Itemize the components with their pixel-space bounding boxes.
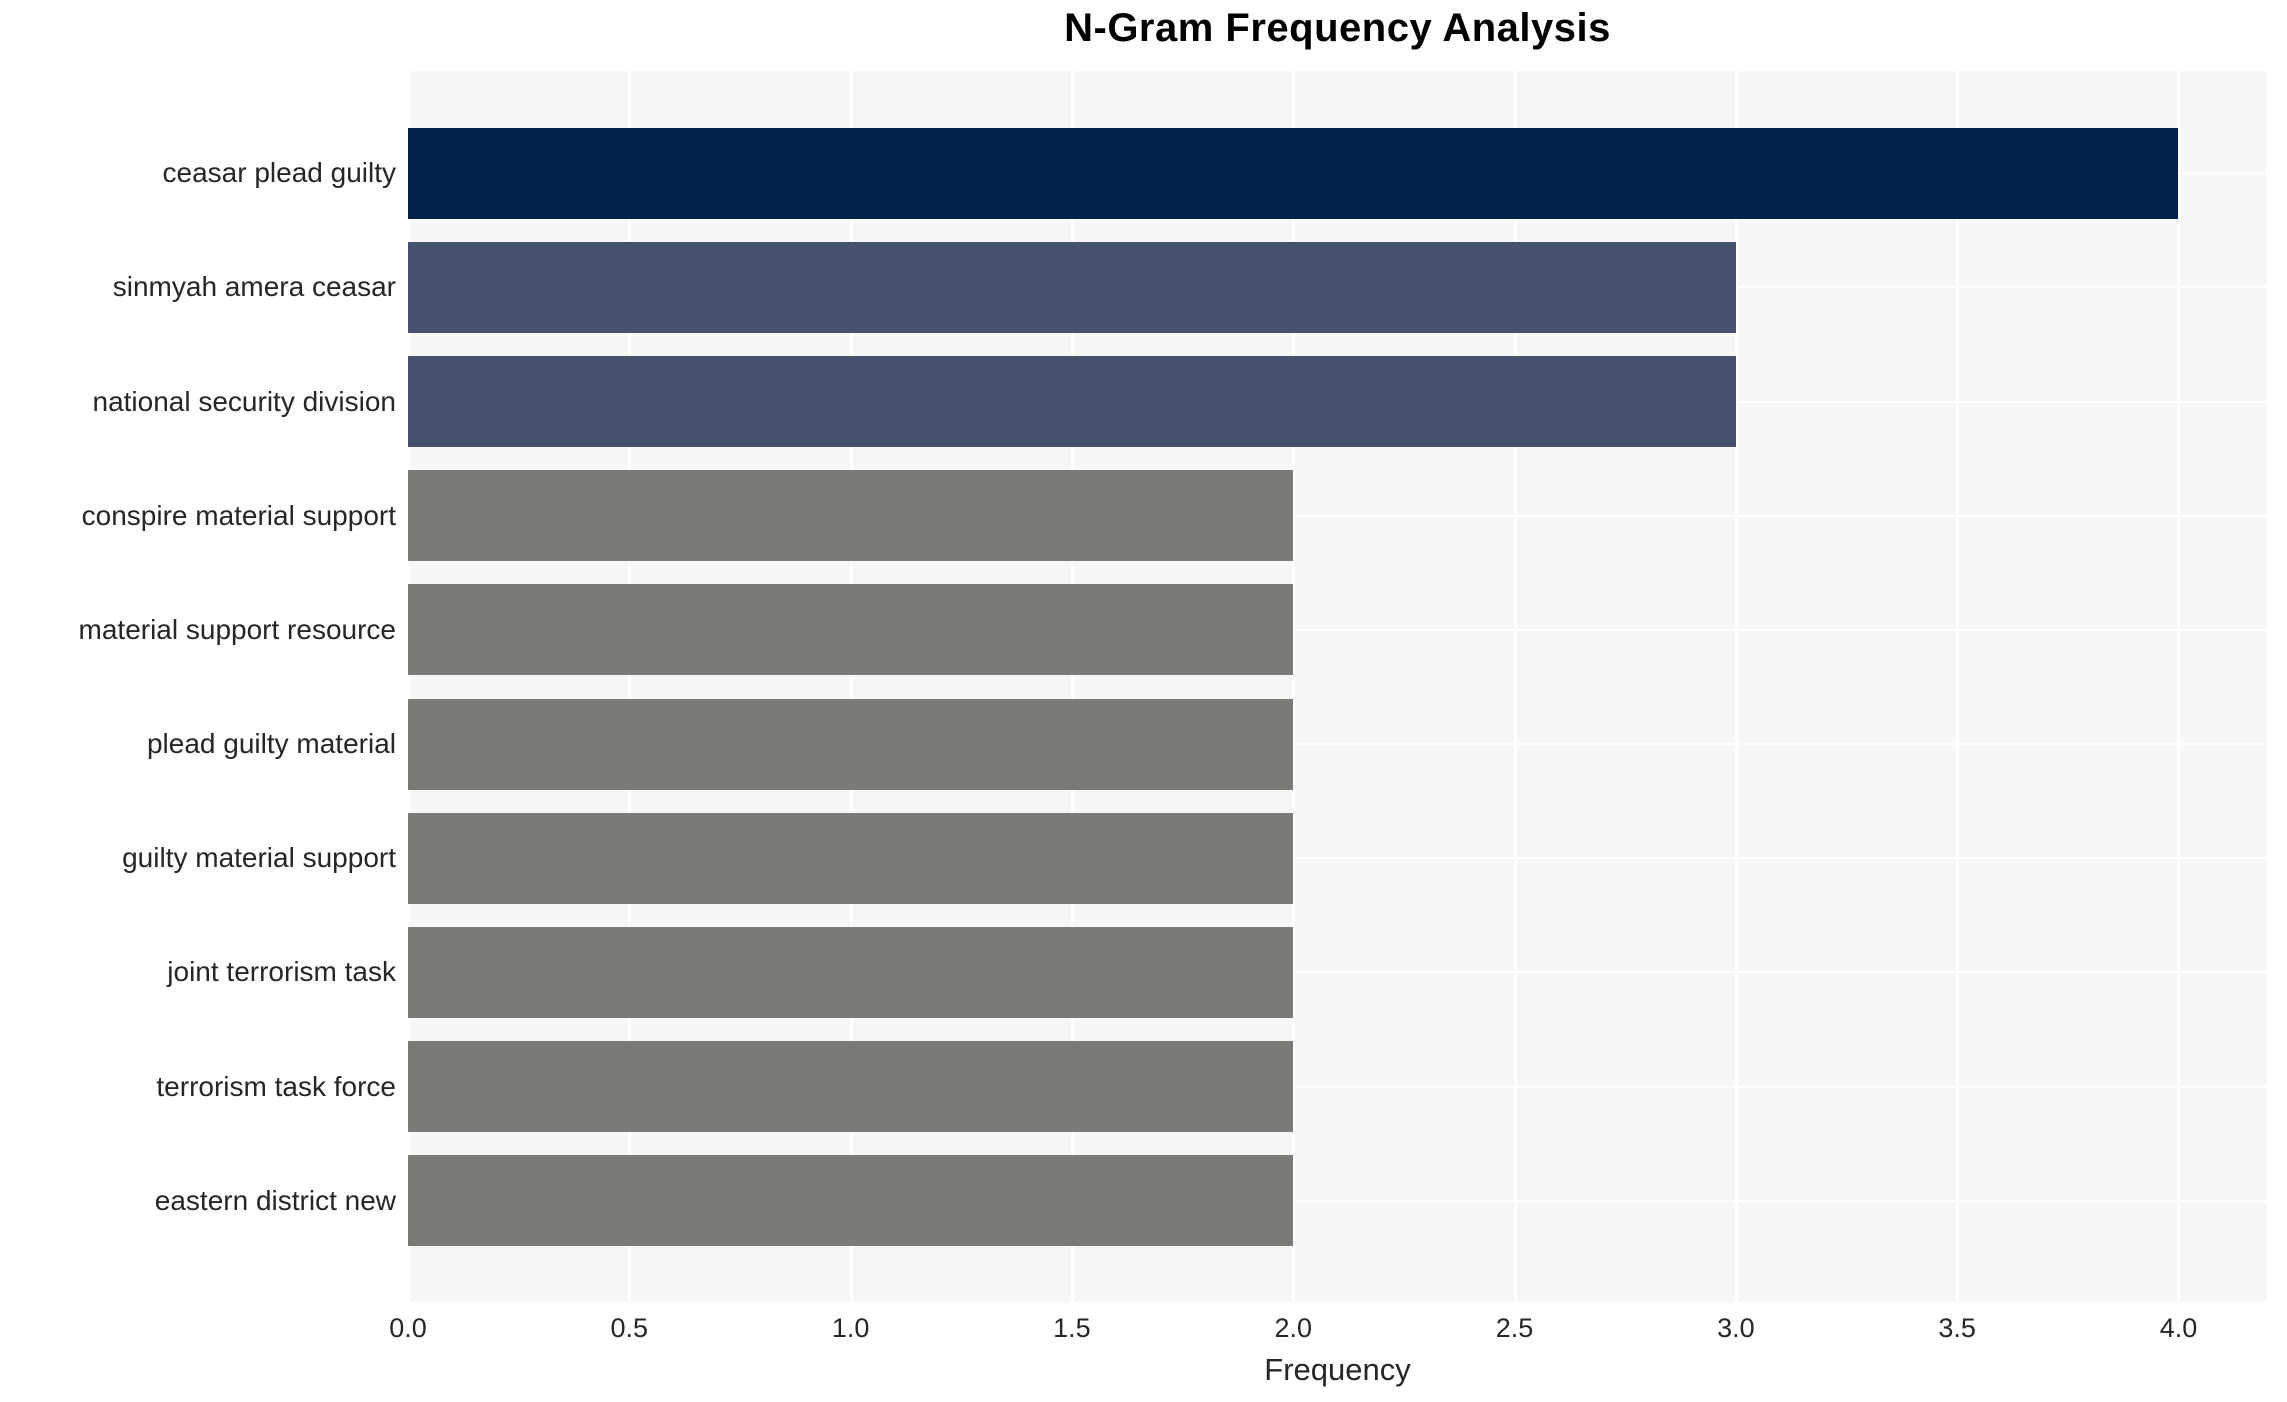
y-axis-label: joint terrorism task — [167, 956, 396, 988]
y-axis-label: national security division — [92, 385, 397, 417]
x-tick-label: 0.5 — [610, 1313, 649, 1343]
y-gridline — [408, 743, 2267, 746]
x-tick-label: 3.5 — [1938, 1313, 1976, 1343]
y-axis-label: eastern district new — [154, 1184, 396, 1216]
y-gridline — [408, 1085, 2267, 1088]
x-tick-label: 0.0 — [389, 1313, 427, 1343]
bar-row: sinmyah amera ceasar — [0, 230, 2287, 344]
bar-row: conspire material support — [0, 459, 2287, 573]
bar-row: terrorism task force — [0, 1030, 2287, 1144]
y-axis-label: sinmyah amera ceasar — [112, 271, 396, 303]
bar — [408, 812, 1294, 904]
x-tick-label: 2.5 — [1495, 1313, 1534, 1343]
bar — [408, 926, 1294, 1018]
x-tick-label: 1.0 — [831, 1313, 870, 1343]
y-axis-label: plead guilty material — [146, 728, 396, 760]
y-gridline — [408, 514, 2267, 517]
x-axis-ticks: 0.0 0.5 1.0 1.5 2.0 2.5 3.0 3.5 4.0 — [389, 1313, 2267, 1353]
bar-row: guilty material support — [0, 801, 2287, 915]
x-gridline — [1292, 71, 1296, 1302]
bar-row: eastern district new — [0, 1144, 2287, 1258]
bar — [408, 1155, 1294, 1247]
bar — [408, 584, 1294, 676]
x-gridline — [1734, 71, 1738, 1302]
y-gridline — [408, 971, 2267, 974]
bar-row: plead guilty material — [0, 687, 2287, 801]
x-axis-label: Frequency — [1264, 1352, 1411, 1387]
x-gridline — [1513, 71, 1517, 1302]
x-gridline — [628, 71, 632, 1302]
bar-row: national security division — [0, 344, 2287, 458]
x-gridline — [1070, 71, 1074, 1302]
bar-row: joint terrorism task — [0, 915, 2287, 1029]
y-axis-label: conspire material support — [81, 499, 396, 531]
bar — [408, 356, 1736, 448]
x-tick-label: 4.0 — [2159, 1313, 2198, 1343]
x-gridline — [2177, 71, 2181, 1302]
x-gridline — [849, 71, 853, 1302]
bar — [408, 698, 1294, 790]
x-tick-label: 1.5 — [1053, 1313, 1091, 1343]
x-gridline — [1956, 71, 1960, 1302]
chart-title: N-Gram Frequency Analysis — [1064, 6, 1611, 50]
bar-row: material support resource — [0, 573, 2287, 687]
y-axis-label: terrorism task force — [156, 1070, 396, 1102]
y-axis-label: material support resource — [78, 613, 396, 645]
y-gridline — [408, 628, 2267, 631]
y-axis-label: ceasar plead guilty — [162, 157, 396, 189]
y-gridline — [408, 857, 2267, 860]
y-gridline — [408, 1199, 2267, 1202]
bar-rows: ceasar plead guilty sinmyah amera ceasar n… — [0, 71, 2287, 1302]
y-axis-label: guilty material support — [122, 842, 396, 874]
x-tick-label: 3.0 — [1717, 1313, 1755, 1343]
bar — [408, 241, 1736, 333]
bar-row: ceasar plead guilty — [0, 116, 2287, 230]
x-gridline — [407, 71, 410, 1302]
bar — [408, 1041, 1294, 1133]
bar — [408, 470, 1294, 562]
bar — [408, 127, 2179, 219]
x-tick-label: 2.0 — [1274, 1313, 1313, 1343]
